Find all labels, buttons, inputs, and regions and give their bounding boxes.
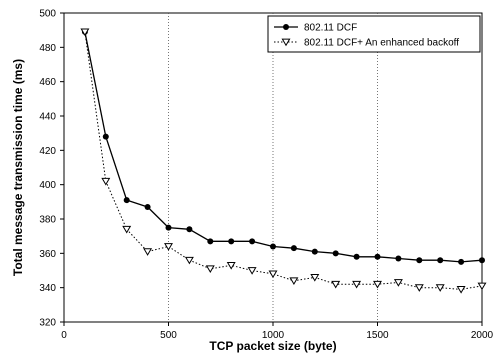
data-point-dcf	[123, 197, 130, 204]
x-tick-label: 1500	[366, 330, 389, 341]
data-point-enhanced	[226, 261, 236, 270]
x-axis-title: TCP packet size (byte)	[209, 339, 336, 353]
legend-box	[267, 15, 481, 53]
data-point-dcf	[165, 224, 172, 231]
data-point-dcf	[332, 250, 339, 257]
y-tick-label: 360	[39, 249, 56, 260]
data-point-enhanced	[101, 177, 111, 186]
x-tick-label: 1000	[262, 330, 285, 341]
data-point-enhanced	[477, 282, 487, 291]
data-point-dcf	[479, 257, 485, 264]
y-tick-label: 440	[39, 112, 56, 123]
legend-label-enhanced: 802.11 DCF+ An enhanced backoff	[304, 38, 459, 49]
data-point-enhanced	[184, 256, 194, 265]
data-point-dcf	[144, 203, 151, 210]
data-point-dcf	[270, 243, 276, 250]
data-point-enhanced	[289, 277, 299, 286]
y-axis-title: Total message transmission time (ms)	[11, 59, 25, 276]
data-point-enhanced	[268, 270, 278, 279]
data-point-enhanced	[80, 28, 90, 37]
legend-marker-enhanced	[281, 38, 291, 47]
y-tick-label: 480	[39, 43, 56, 54]
data-point-enhanced	[143, 248, 153, 256]
data-point-enhanced	[414, 284, 424, 292]
data-point-enhanced	[393, 279, 403, 287]
y-tick-label: 420	[39, 146, 56, 157]
data-point-enhanced	[373, 280, 382, 289]
data-point-dcf	[311, 248, 318, 255]
y-tick-label: 380	[39, 215, 56, 226]
data-point-enhanced	[164, 243, 173, 251]
data-point-enhanced	[122, 225, 132, 234]
x-tick-label: 500	[160, 330, 177, 341]
data-point-enhanced	[435, 284, 445, 292]
x-tick-label: 2000	[471, 330, 494, 341]
legend-marker-dcf	[283, 24, 289, 30]
x-tick-label: 0	[61, 330, 67, 341]
y-tick-label: 460	[39, 77, 56, 88]
series-line-dcf	[84, 31, 483, 263]
data-point-enhanced	[247, 267, 257, 275]
data-point-enhanced	[205, 265, 215, 274]
gridlines	[168, 13, 378, 322]
y-tick-label: 400	[39, 180, 56, 191]
data-point-dcf	[353, 253, 360, 260]
y-tick-label: 320	[39, 318, 56, 329]
data-point-enhanced	[331, 280, 341, 289]
y-tick-label: 500	[39, 9, 56, 20]
legend: 802.11 DCF 802.11 DCF+ An enhanced backo…	[267, 15, 481, 53]
data-point-dcf	[437, 257, 444, 264]
data-point-dcf	[416, 257, 423, 264]
data-point-dcf	[458, 258, 465, 265]
series-layer	[80, 28, 487, 294]
data-point-dcf	[228, 238, 235, 245]
data-point-dcf	[186, 226, 193, 233]
data-point-dcf	[290, 245, 297, 252]
data-point-enhanced	[310, 273, 320, 282]
y-tick-label: 340	[39, 283, 56, 294]
data-point-enhanced	[456, 286, 466, 294]
data-point-dcf	[102, 133, 109, 140]
data-point-dcf	[374, 253, 381, 260]
data-point-dcf	[207, 238, 214, 245]
legend-label-dcf: 802.11 DCF	[304, 23, 357, 34]
data-point-enhanced	[352, 280, 362, 289]
axis-ticks: 0 500 1000 1500 2000 320 340 360 380 400 420 440 460…	[39, 9, 493, 342]
data-point-dcf	[249, 238, 256, 245]
data-point-dcf	[395, 255, 402, 262]
